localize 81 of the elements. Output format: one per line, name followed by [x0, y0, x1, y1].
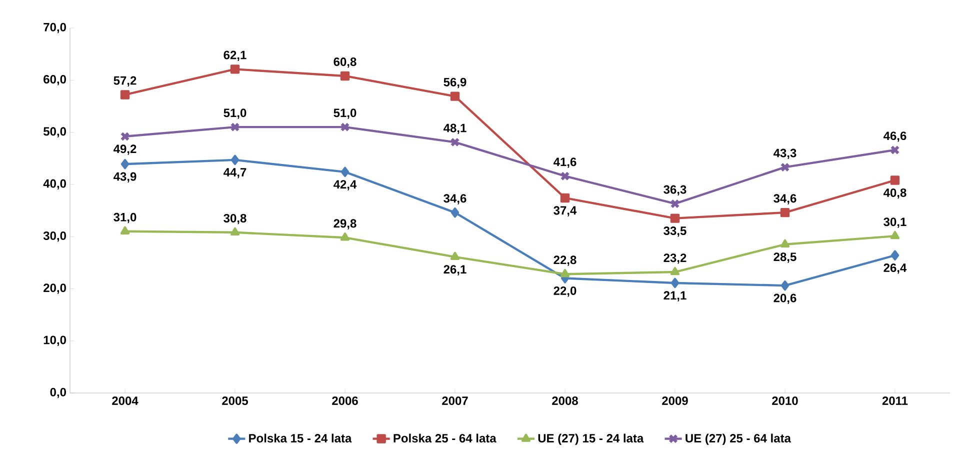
data-label: 26,4 [884, 264, 907, 274]
data-label: 21,1 [664, 291, 686, 302]
data-label: 41,6 [554, 158, 576, 168]
point [230, 227, 240, 236]
point [670, 278, 680, 288]
y-tick-label: 70,0 [44, 22, 66, 34]
x-tick-label: 2005 [222, 396, 248, 406]
data-label: 43,9 [114, 172, 136, 183]
x-tick-label: 2006 [332, 396, 358, 406]
data-label: 46,6 [884, 132, 906, 142]
point [230, 154, 240, 166]
point [670, 266, 680, 276]
point [670, 199, 680, 208]
data-label: 62,1 [224, 50, 246, 61]
y-tick-label: 20,0 [44, 284, 66, 294]
x-tick-label: 2004 [112, 396, 138, 406]
data-label: 56,9 [444, 78, 466, 88]
point [890, 176, 900, 185]
data-label: 60,8 [334, 58, 356, 68]
data-label: 28,5 [774, 252, 796, 263]
data-label: 30,8 [224, 214, 246, 224]
point [670, 214, 680, 223]
x-tick-label: 2008 [552, 396, 578, 406]
data-label: 37,4 [554, 206, 577, 216]
point [560, 269, 570, 278]
point [340, 232, 350, 241]
legend-label: Polska 25 - 64 lata [394, 434, 496, 442]
point [120, 90, 130, 100]
data-label: 49,2 [114, 144, 136, 155]
point [560, 171, 570, 181]
data-label: 43,3 [774, 148, 796, 160]
point [450, 138, 460, 147]
data-label: 44,7 [224, 168, 246, 178]
data-label: 34,6 [774, 194, 796, 204]
data-label: 20,6 [774, 294, 796, 304]
point [340, 122, 350, 132]
data-label: 51,0 [334, 108, 356, 119]
point [890, 250, 900, 260]
legend-label: UE (27) 25 - 64 lata [686, 434, 792, 445]
data-label: 57,2 [114, 76, 136, 87]
point [120, 158, 130, 170]
point [230, 122, 240, 132]
x-tick-label: 2007 [442, 396, 468, 406]
data-label: 23,2 [664, 254, 686, 264]
data-label: 30,1 [884, 218, 906, 228]
point [450, 92, 460, 101]
x-tick-label: 2010 [772, 396, 798, 406]
data-label: 33,5 [664, 226, 686, 237]
data-label: 42,4 [334, 180, 357, 190]
data-label: 31,0 [114, 212, 136, 224]
data-label: 26,1 [444, 265, 466, 276]
legend-label: Polska 15 - 24 lata [249, 434, 352, 442]
y-tick-label: 30,0 [43, 231, 66, 242]
point [780, 280, 790, 291]
data-label: 22,8 [554, 256, 576, 266]
point [780, 162, 790, 172]
y-tick-label: 0,0 [50, 388, 66, 398]
point [780, 208, 790, 218]
x-tick-label: 2011 [882, 396, 908, 406]
y-tick-label: 50,0 [44, 127, 66, 138]
point [340, 71, 350, 81]
y-tick-label: 60,0 [44, 75, 66, 86]
data-label: 34,6 [444, 194, 466, 204]
data-label: 29,8 [334, 219, 356, 230]
data-label: 22,0 [554, 286, 576, 297]
y-tick-label: 10,0 [44, 336, 66, 346]
x-tick-label: 2009 [662, 396, 688, 406]
point [230, 64, 240, 74]
legend-label: UE (27) 15 - 24 lata [538, 434, 644, 445]
point [780, 239, 790, 248]
y-tick-label: 40,0 [43, 179, 66, 190]
point [890, 230, 900, 240]
data-label: 40,8 [884, 188, 906, 199]
point [560, 193, 570, 203]
data-label: 51,0 [224, 108, 246, 119]
point [340, 166, 350, 178]
point [450, 252, 460, 260]
point [450, 207, 460, 218]
point [120, 226, 130, 234]
data-label: 48,1 [444, 124, 466, 134]
data-label: 36,3 [664, 185, 686, 196]
